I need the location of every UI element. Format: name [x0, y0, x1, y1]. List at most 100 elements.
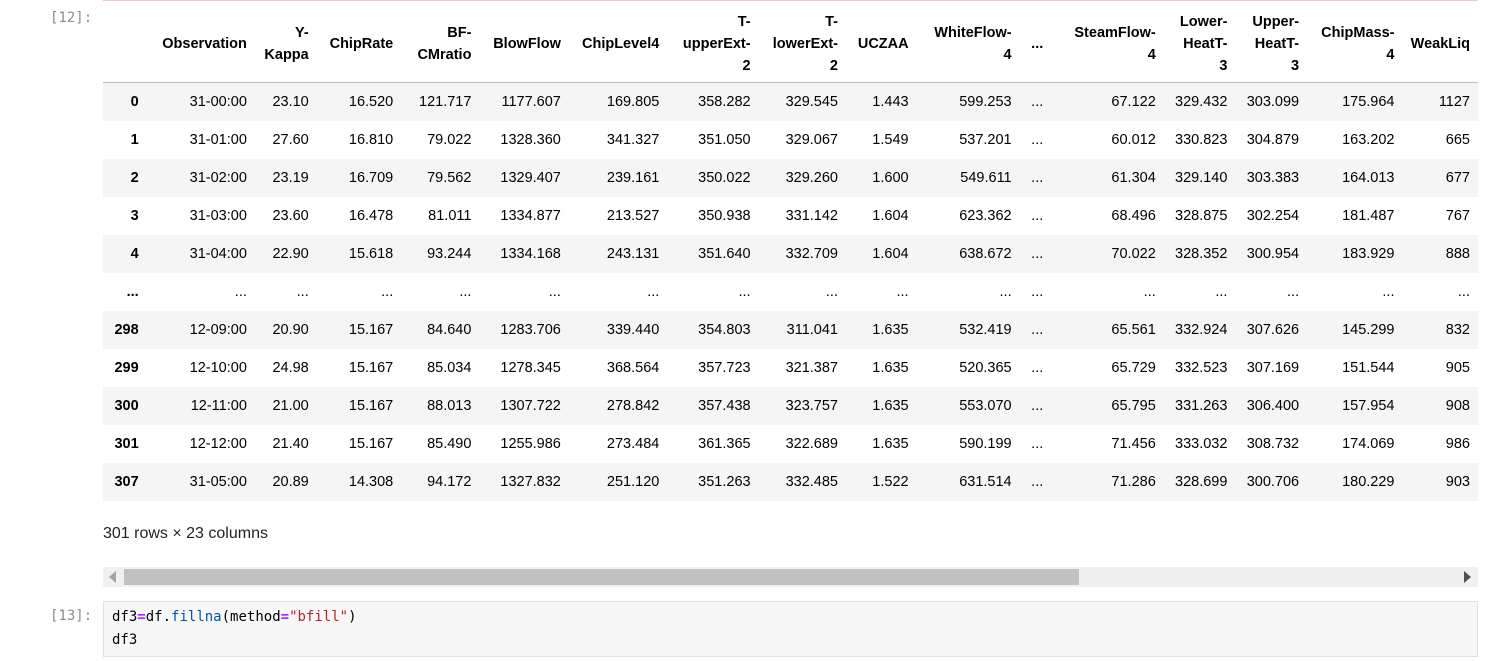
table-cell: 300.954	[1246, 245, 1300, 262]
table-cell: 631.514	[959, 473, 1012, 490]
table-cell: 93.244	[427, 245, 472, 262]
table-cell: 21.40	[272, 435, 309, 452]
table-cell: 180.229	[1342, 473, 1395, 490]
table-cell: 1.635	[872, 359, 909, 376]
column-header-line: 2	[742, 58, 751, 74]
column-header-line: WhiteFlow-	[934, 25, 1012, 41]
table-cell: 1278.345	[500, 359, 561, 376]
column-header	[103, 6, 147, 83]
table-cell: 61.304	[1111, 169, 1156, 186]
table-cell: 351.263	[698, 473, 751, 490]
column-header-line: ChipLevel4	[581, 36, 660, 52]
table-cell: ...	[548, 283, 561, 300]
row-index: 4	[130, 245, 139, 262]
row-index: 3	[130, 207, 139, 224]
scroll-left-arrow-icon[interactable]	[109, 571, 116, 583]
table-cell: 330.823	[1175, 131, 1228, 148]
table-cell: 20.90	[272, 321, 309, 338]
table-cell: ...	[1031, 435, 1044, 452]
column-header-line: T-	[825, 14, 838, 30]
table-cell: 328.875	[1175, 207, 1228, 224]
table-cell: 638.672	[959, 245, 1012, 262]
table-cell: ...	[825, 283, 838, 300]
table-cell: 71.456	[1111, 435, 1156, 452]
table-cell: ...	[1382, 283, 1395, 300]
column-header-line: BF-	[447, 25, 472, 41]
table-cell: 16.709	[348, 169, 394, 186]
table-cell: 88.013	[427, 397, 472, 414]
table-cell: 85.034	[427, 359, 472, 376]
row-index: ...	[126, 283, 139, 300]
table-cell: ...	[1031, 473, 1044, 490]
table-cell: 31-01:00	[189, 131, 247, 148]
table-cell: 31-00:00	[189, 93, 247, 110]
table-cell: 94.172	[427, 473, 472, 490]
table-cell: 1127	[1438, 93, 1470, 110]
table-cell: 151.544	[1342, 359, 1395, 376]
table-cell: 1334.877	[500, 207, 561, 224]
table-cell: 1.604	[872, 207, 909, 224]
table-cell: 16.478	[348, 207, 394, 224]
table-cell: 251.120	[606, 473, 660, 490]
table-cell: ...	[1287, 283, 1300, 300]
column-header-line: ChipMass-	[1321, 25, 1395, 41]
table-cell: 81.011	[428, 207, 472, 224]
table-cell: ...	[1031, 131, 1044, 148]
column-header: ...	[1019, 6, 1052, 83]
scroll-right-arrow-icon[interactable]	[1464, 571, 1471, 583]
column-header-line: Kappa	[264, 47, 309, 63]
table-cell: ...	[1031, 397, 1044, 414]
table-cell: 84.640	[427, 321, 472, 338]
column-header: Observation	[146, 6, 255, 83]
table-cell: 323.757	[785, 397, 838, 414]
column-header: UCZAA	[845, 6, 917, 83]
code-line-1: df3=df.fillna(method="bfill")	[112, 609, 357, 625]
table-cell: 1177.607	[501, 93, 561, 110]
table-row: 299 12-10:00 24.98 15.167 85.034 1278.345 368.…	[103, 349, 1478, 387]
table-cell: 16.520	[348, 93, 394, 110]
code-line-2: df3	[112, 632, 138, 648]
table-cell: 549.611	[960, 169, 1012, 186]
column-header-line: Lower-	[1179, 14, 1228, 30]
table-cell: 767	[1445, 207, 1470, 224]
column-header-line: Observation	[162, 36, 247, 52]
table-cell: 24.98	[272, 359, 309, 376]
table-cell: 908	[1445, 397, 1470, 414]
table-cell: ...	[234, 283, 247, 300]
row-index: 298	[114, 321, 139, 338]
table-cell: 905	[1445, 359, 1470, 376]
table-cell: 302.254	[1246, 207, 1300, 224]
scrollbar-thumb[interactable]	[124, 569, 1079, 585]
table-cell: 599.253	[959, 93, 1012, 110]
table-cell: 307.626	[1246, 321, 1300, 338]
table-cell: 1327.832	[500, 473, 561, 490]
table-cell: 329.067	[785, 131, 838, 148]
table-cell: 31-03:00	[189, 207, 247, 224]
column-header-line: BlowFlow	[493, 36, 561, 52]
table-cell: 21.00	[272, 397, 309, 414]
table-cell: ...	[459, 283, 472, 300]
column-header-line: HeatT-	[1254, 36, 1300, 52]
column-header: BF- CMratio	[401, 6, 480, 83]
table-cell: 164.013	[1342, 169, 1395, 186]
table-cell: 306.400	[1246, 397, 1300, 414]
column-header: T-upperExt- 2	[667, 6, 759, 83]
column-header-line: CMratio	[417, 47, 472, 63]
dataframe-output[interactable]: Observation Y- Kappa ChipRate BF- CMratio Blow…	[103, 6, 1478, 511]
horizontal-scrollbar[interactable]	[103, 567, 1478, 587]
table-cell: 329.260	[785, 169, 838, 186]
input-prompt: [13]:	[50, 608, 93, 624]
table-cell: ...	[1031, 207, 1044, 224]
table-body: 0 31-00:00 23.10 16.520 121.717 1177.607 169.8…	[103, 82, 1478, 501]
table-cell: ...	[1215, 283, 1228, 300]
table-cell: 68.496	[1111, 207, 1156, 224]
table-cell: 22.90	[272, 245, 309, 262]
table-cell: 65.795	[1111, 397, 1156, 414]
table-cell: 333.032	[1175, 435, 1228, 452]
table-cell: 1283.706	[500, 321, 561, 338]
table-cell: 31-05:00	[189, 473, 247, 490]
table-cell: 888	[1445, 245, 1470, 262]
code-editor[interactable]: df3=df.fillna(method="bfill") df3	[103, 601, 1478, 657]
table-cell: 31-02:00	[189, 169, 247, 186]
table-cell: 300.706	[1246, 473, 1300, 490]
